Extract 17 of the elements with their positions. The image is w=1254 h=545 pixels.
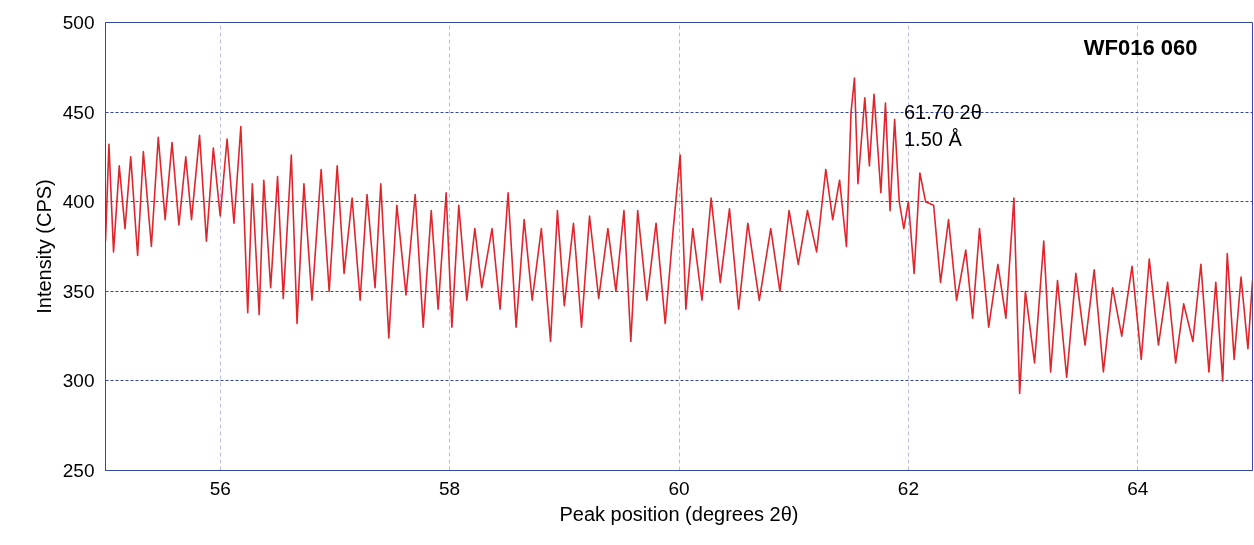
x-axis-title: Peak position (degrees 2θ) [559, 502, 799, 525]
y-tick-label: 450 [62, 101, 95, 123]
x-tick-label: 56 [209, 477, 231, 499]
y-tick-label: 250 [62, 460, 95, 481]
y-tick-label: 400 [62, 191, 95, 213]
text: WF016 060 [1083, 34, 1198, 60]
x-tick-label: 60 [668, 477, 690, 499]
line-series [105, 77, 1253, 395]
annotation: 1.50 Å [903, 127, 963, 150]
y-tick-label: 350 [62, 280, 95, 302]
y-tick-label: 500 [62, 12, 95, 33]
x-tick-label: 62 [897, 477, 919, 499]
y-axis-title: Intensity (CPS) [32, 179, 55, 314]
annotation: 61.70 2θ [903, 101, 982, 124]
y-tick-label: 300 [62, 370, 95, 392]
x-tick-label: 58 [439, 477, 461, 499]
x-tick-label: 64 [1127, 477, 1149, 499]
